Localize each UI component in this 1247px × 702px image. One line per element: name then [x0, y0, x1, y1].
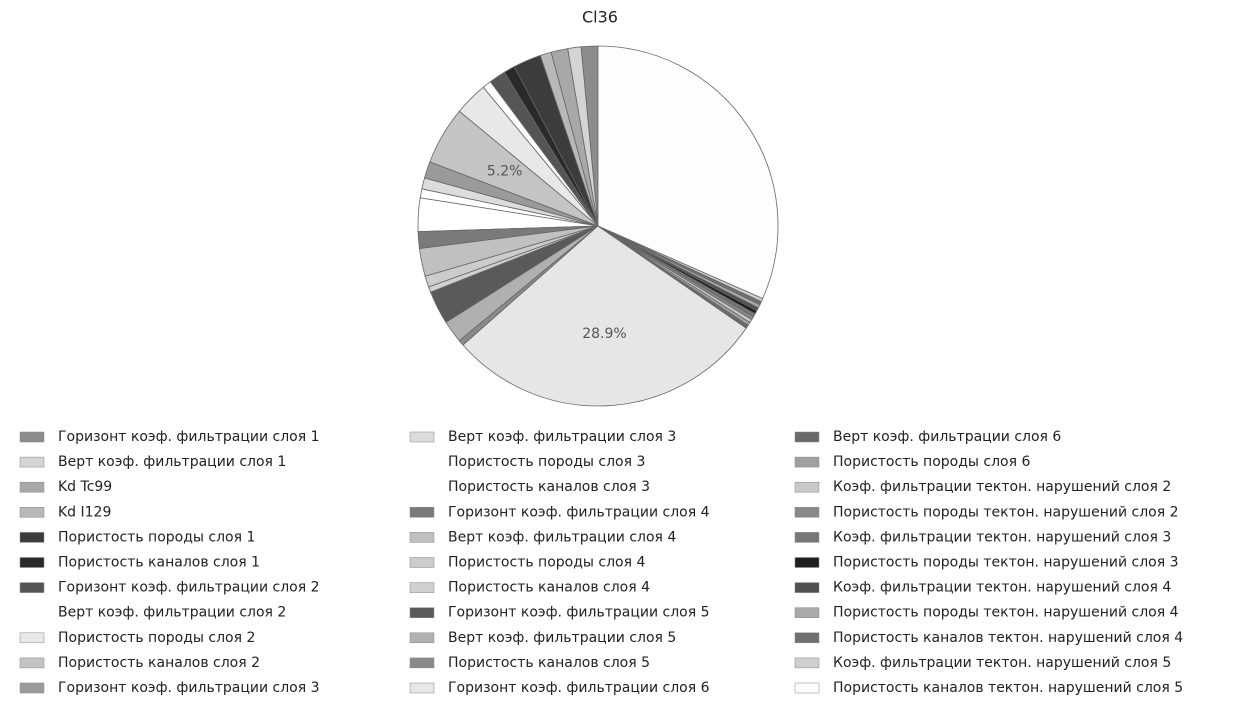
legend-swatch	[794, 431, 820, 443]
legend-swatch	[19, 582, 45, 593]
legend-swatch	[409, 657, 435, 669]
legend-label: Горизонт коэф. фильтрации слоя 2	[58, 580, 320, 596]
legend-swatch	[19, 632, 45, 644]
legend-swatch	[19, 507, 45, 518]
legend-swatch	[409, 582, 435, 593]
legend-label: Коэф. фильтрации тектон. нарушений слоя …	[833, 529, 1171, 545]
legend-label: Пористость каналов слоя 3	[448, 479, 650, 495]
legend-label: Верт коэф. фильтрации слоя 5	[448, 630, 676, 646]
legend-label: Пористость каналов слоя 5	[448, 655, 650, 671]
legend-label: Горизонт коэф. фильтрации слоя 4	[448, 504, 710, 520]
legend-label: Коэф. фильтрации тектон. нарушений слоя …	[833, 479, 1171, 495]
data-label: 5.2%	[487, 164, 523, 180]
chart-title: Cl36	[582, 8, 618, 27]
legend-label: Kd Tc99	[58, 479, 112, 495]
legend-swatch	[19, 481, 45, 493]
legend-label: Пористость породы слоя 3	[448, 454, 645, 470]
legend-swatch	[19, 657, 45, 669]
legend-swatch	[794, 682, 820, 694]
legend-label: Верт коэф. фильтрации слоя 4	[448, 529, 676, 545]
legend-swatch	[409, 507, 435, 518]
legend-label: Пористость породы слоя 4	[448, 555, 645, 571]
legend-label: Пористость каналов слоя 1	[58, 555, 260, 571]
legend-label: Горизонт коэф. фильтрации слоя 5	[448, 605, 710, 621]
pie-slice	[597, 45, 779, 300]
legend-label: Пористость каналов слоя 2	[58, 655, 260, 671]
legend-swatch	[794, 632, 820, 644]
legend-swatch	[19, 532, 45, 543]
legend-swatch	[19, 557, 45, 568]
legend-label: Пористость породы слоя 6	[833, 454, 1030, 470]
legend-swatch	[409, 607, 435, 618]
legend-swatch	[19, 456, 45, 468]
legend-label: Пористость породы тектон. нарушений слоя…	[833, 605, 1179, 621]
legend-swatch	[409, 557, 435, 568]
legend-swatch	[410, 457, 434, 468]
pie-slice	[462, 225, 747, 407]
legend-label: Горизонт коэф. фильтрации слоя 6	[448, 680, 710, 696]
legend-label: Пористость каналов тектон. нарушений сло…	[833, 680, 1183, 696]
legend-swatch	[794, 657, 820, 669]
legend-swatch	[409, 532, 435, 543]
legend-swatch	[794, 507, 820, 518]
legend-label: Пористость породы слоя 2	[58, 630, 255, 646]
legend-label: Коэф. фильтрации тектон. нарушений слоя …	[833, 655, 1171, 671]
legend-label: Верт коэф. фильтрации слоя 6	[833, 429, 1061, 445]
legend-label: Пористость каналов тектон. нарушений сло…	[833, 630, 1183, 646]
legend-swatch	[794, 532, 820, 543]
legend-label: Пористость породы тектон. нарушений слоя…	[833, 555, 1179, 571]
legend-swatch	[410, 482, 434, 493]
legend-swatch	[409, 632, 435, 644]
legend-swatch	[19, 682, 45, 694]
legend-swatch	[20, 607, 44, 618]
legend-label: Коэф. фильтрации тектон. нарушений слоя …	[833, 580, 1171, 596]
data-label: 28.9%	[582, 326, 626, 342]
legend-label: Пористость каналов слоя 4	[448, 580, 650, 596]
legend-label: Пористость породы слоя 1	[58, 529, 255, 545]
legend-swatch	[794, 582, 820, 593]
legend-label: Горизонт коэф. фильтрации слоя 3	[58, 680, 320, 696]
legend-label: Верт коэф. фильтрации слоя 2	[58, 605, 286, 621]
legend-swatch	[409, 431, 435, 443]
legend-swatch	[794, 607, 820, 618]
legend-label: Пористость породы тектон. нарушений слоя…	[833, 504, 1179, 520]
legend-label: Горизонт коэф. фильтрации слоя 1	[58, 429, 320, 445]
legend-label: Верт коэф. фильтрации слоя 3	[448, 429, 676, 445]
legend-swatch	[19, 431, 45, 443]
legend-label: Kd I129	[58, 504, 111, 520]
legend-swatch	[409, 682, 435, 694]
legend-swatch	[794, 557, 820, 568]
legend-swatch	[794, 456, 820, 468]
legend-swatch	[794, 481, 820, 493]
legend-label: Верт коэф. фильтрации слоя 1	[58, 454, 286, 470]
